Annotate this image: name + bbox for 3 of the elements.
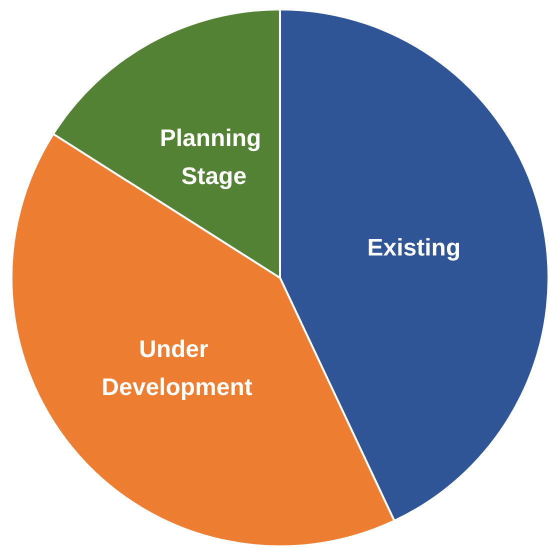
slice-label: Under Development [102,336,252,402]
slice-label: Existing [367,234,461,262]
slice-label: Planning Stage [160,125,268,190]
